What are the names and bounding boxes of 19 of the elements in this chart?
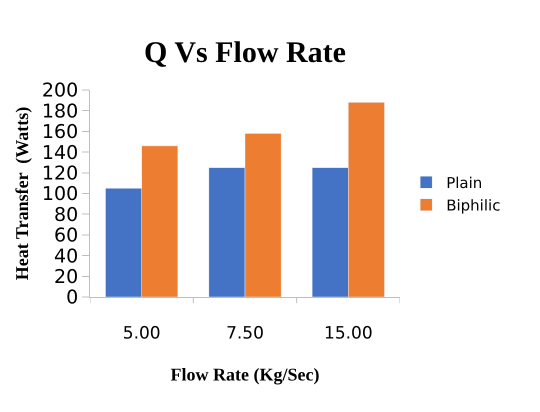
y-tick-label: 140 xyxy=(42,142,78,164)
legend-label: Biphilic xyxy=(446,196,500,215)
x-tick-label: 7.50 xyxy=(226,323,264,344)
y-tick-label: 80 xyxy=(54,204,78,226)
legend-label: Plain xyxy=(446,174,482,192)
y-tick-label: 40 xyxy=(54,245,78,268)
y-tick-label: 180 xyxy=(42,100,78,122)
y-tick-label: 20 xyxy=(54,266,78,288)
y-tick-label: 200 xyxy=(42,80,78,102)
y-tick-label: 0 xyxy=(66,286,78,309)
y-tick-label: 60 xyxy=(54,224,78,247)
chart-title: Q Vs Flow Rate xyxy=(144,36,346,70)
x-tick-label: 5.00 xyxy=(122,323,161,344)
y-tick-label: 100 xyxy=(42,183,78,206)
y-axis-title: Heat Transfer (Watts) xyxy=(12,106,32,280)
y-tick-label: 120 xyxy=(42,162,78,184)
x-tick-label: 15.00 xyxy=(324,323,373,344)
x-axis-title: Flow Rate (Kg/Sec) xyxy=(170,364,320,384)
y-tick-label: 160 xyxy=(42,121,78,144)
